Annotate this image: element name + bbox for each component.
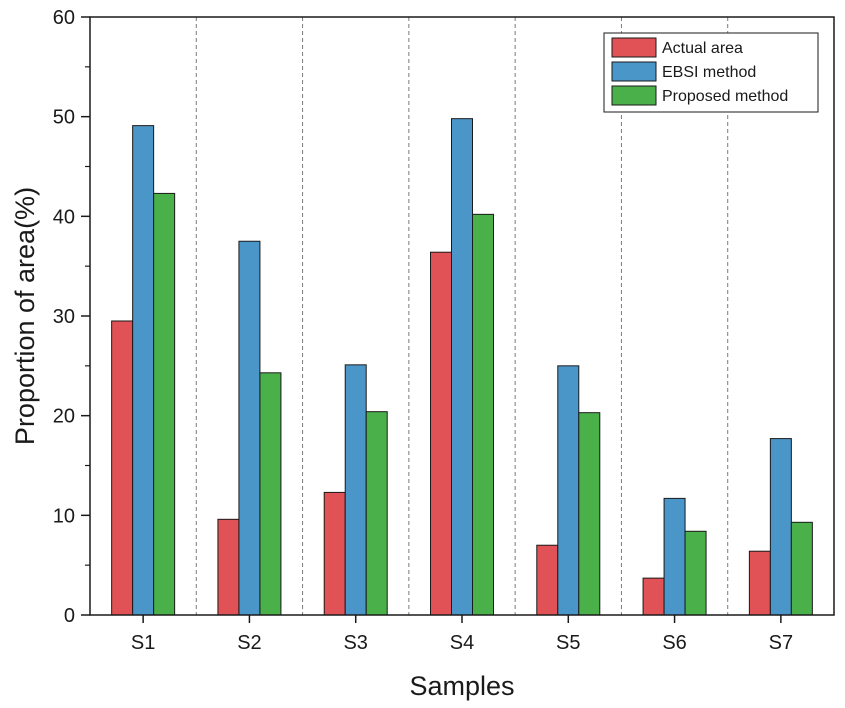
bar-s6-series-1 [642,577,665,616]
bar-s6-series-2 [663,497,686,616]
legend-label: Proposed method [662,88,788,105]
bar-s2-series-3 [259,372,282,616]
y-axis: 0 10 20 30 40 50 60 [53,7,90,627]
bar-s7-series-1 [748,550,771,616]
legend: Actual area EBSI method Proposed method [603,32,819,113]
legend-swatch [611,61,657,82]
x-tick-label-s7: S7 [769,632,793,654]
y-tick-label: 0 [64,605,75,627]
bar-s3-series-1 [323,491,346,616]
bar-s4-series-3 [472,213,494,616]
bar-s3-series-2 [344,364,367,616]
bar-s6-series-3 [684,530,707,616]
bar-s2-series-1 [217,518,240,616]
y-tick-label: 40 [53,206,75,228]
y-tick-label: 60 [53,7,75,29]
bar-s1-series-1 [111,320,134,616]
bar-s4-series-2 [451,118,473,616]
bars-layer [111,118,813,616]
legend-label: EBSI method [662,64,756,81]
bar-s1-series-2 [132,125,155,616]
x-tick-label-s6: S6 [662,632,686,654]
bar-s5-series-3 [578,412,601,616]
y-axis-title: Proportion of area(%) [10,187,40,445]
category-separators [195,17,729,615]
y-tick-label: 50 [53,107,75,129]
legend-swatch [611,85,657,106]
x-axis: S1 S2 S3 S4 S5 S6 S7 [131,615,793,654]
bar-s5-series-1 [536,544,559,616]
bar-s3-series-3 [365,411,388,616]
y-tick-label: 20 [53,406,75,428]
x-tick-label-s5: S5 [556,632,580,654]
legend-swatch [611,37,657,58]
legend-label: Actual area [662,40,743,57]
bar-s5-series-2 [557,365,580,616]
x-tick-label-s2: S2 [237,632,261,654]
bar-s2-series-2 [238,240,261,616]
x-axis-title: Samples [409,671,514,701]
bar-s7-series-2 [769,438,792,616]
x-tick-label-s1: S1 [131,632,155,654]
y-tick-label: 10 [53,505,75,527]
x-tick-label-s3: S3 [343,632,367,654]
x-tick-label-s4: S4 [450,632,474,654]
bar-s7-series-3 [790,521,813,616]
bar-s4-series-1 [430,251,452,616]
bar-s1-series-3 [153,192,176,616]
y-tick-label: 30 [53,306,75,328]
